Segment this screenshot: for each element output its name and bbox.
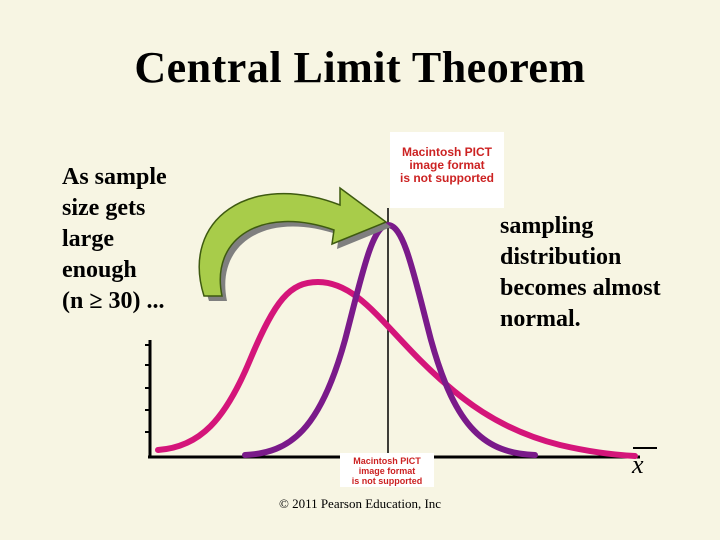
pict-text-line: is not supported [351, 476, 423, 486]
missing-image-placeholder: Macintosh PICT image format is not suppo… [390, 132, 504, 208]
right-text-line: sampling [500, 213, 594, 239]
right-text-line: normal. [500, 306, 581, 332]
left-text-line: enough [62, 257, 137, 283]
x-bar-overline [633, 447, 657, 449]
left-text-line: As sample [62, 164, 167, 190]
pict-text-line: image format [409, 158, 485, 172]
pict-text-line: is not supported [400, 171, 494, 185]
x-bar-label: x [632, 450, 644, 479]
left-text-line: large [62, 226, 114, 252]
y-axis-ticks [145, 344, 150, 433]
left-text-line: (n ≥ 30) ... [62, 288, 165, 314]
curved-arrow [198, 186, 388, 297]
sampling-distribution-text: sampling distribution becomes almost nor… [500, 211, 661, 335]
pict-text-line: image format [358, 466, 416, 476]
right-text-line: becomes almost [500, 275, 661, 301]
right-text-line: distribution [500, 244, 622, 270]
sample-size-text: As sample size gets large enough (n ≥ 30… [62, 162, 167, 317]
slide-title: Central Limit Theorem [134, 43, 586, 92]
copyright-footer: © 2011 Pearson Education, Inc [278, 496, 442, 511]
missing-image-placeholder-small: Macintosh PICT image format is not suppo… [340, 453, 434, 487]
pict-text-line: Macintosh PICT [353, 456, 421, 466]
skewed-distribution-curve [155, 278, 638, 459]
left-text-line: size gets [62, 195, 146, 221]
pict-text-line: Macintosh PICT [401, 145, 492, 159]
